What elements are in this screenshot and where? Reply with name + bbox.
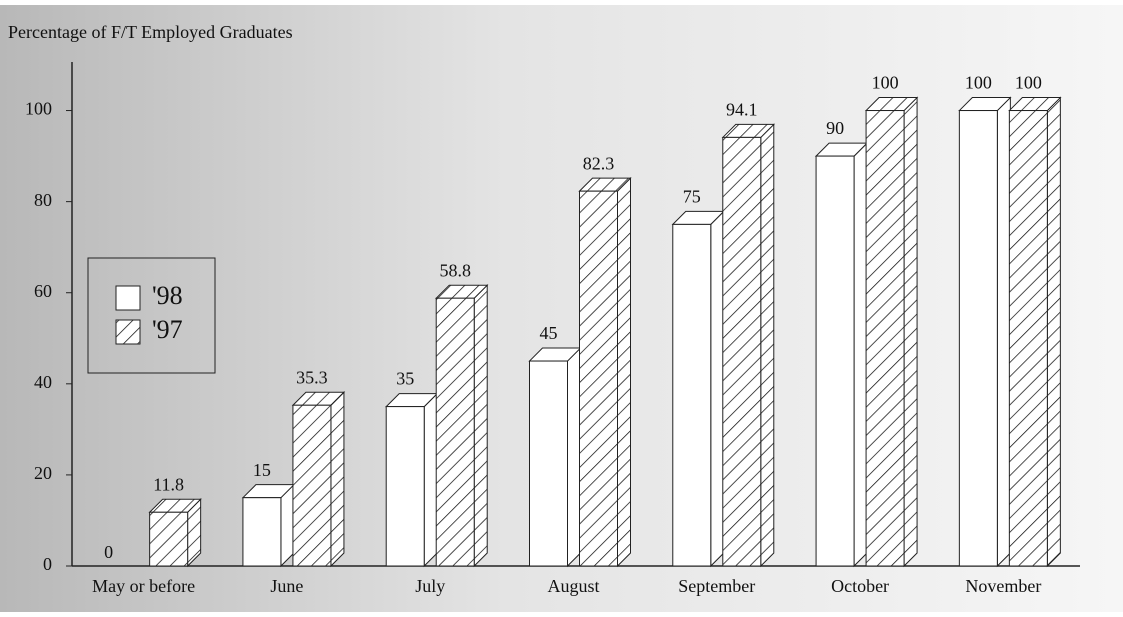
bar — [435, 283, 489, 568]
bar — [671, 210, 725, 568]
legend-swatch — [115, 285, 141, 311]
x-tick-label: September — [678, 576, 755, 596]
bar-front — [385, 406, 425, 567]
bar-front — [672, 223, 712, 567]
x-tick-label: June — [270, 576, 303, 596]
value-label: 58.8 — [439, 260, 471, 280]
x-tick-label: May or before — [92, 576, 195, 596]
y-tick-label: 20 — [34, 463, 52, 483]
bar-side — [996, 96, 1011, 568]
bar-side — [280, 483, 295, 568]
value-label: 35.3 — [296, 367, 328, 387]
bar — [814, 141, 869, 568]
bar — [721, 123, 775, 568]
x-tick-label: August — [547, 576, 599, 596]
bar-side — [567, 346, 581, 568]
bar-front — [292, 404, 332, 567]
bar-front — [529, 360, 568, 567]
bar-side — [330, 391, 345, 568]
legend-swatch — [115, 319, 141, 345]
value-label: 15 — [253, 460, 271, 480]
bar — [241, 483, 296, 568]
bar-front — [722, 136, 762, 567]
bar-side — [710, 210, 725, 568]
bar-front — [1008, 110, 1048, 567]
value-label: 75 — [683, 187, 701, 207]
bar-side — [617, 176, 631, 568]
bar-front — [435, 297, 475, 567]
x-tick-label: November — [965, 576, 1041, 596]
bar-side — [903, 96, 918, 568]
bar-side — [423, 392, 438, 568]
y-tick-label: 60 — [34, 281, 52, 301]
x-tick-label: July — [415, 576, 445, 596]
y-tick-label: 100 — [25, 99, 52, 119]
bar-front — [958, 110, 998, 567]
bar-front — [865, 110, 905, 567]
value-label: 11.8 — [153, 474, 184, 494]
value-label: 35 — [396, 369, 414, 389]
bar — [528, 346, 582, 568]
bar-side — [760, 123, 775, 568]
x-tick-label: October — [831, 576, 889, 596]
value-label: 45 — [540, 323, 558, 343]
bar — [864, 96, 919, 568]
legend-label: '97 — [152, 315, 183, 344]
y-tick-label: 40 — [34, 372, 52, 392]
value-label: 82.3 — [583, 153, 615, 173]
bar — [385, 392, 439, 568]
value-label: 94.1 — [726, 100, 758, 120]
chart-title: Percentage of F/T Employed Graduates — [8, 22, 293, 42]
y-tick-label: 80 — [34, 190, 52, 210]
value-label: 0 — [104, 542, 113, 562]
bar-front — [579, 190, 618, 567]
legend-label: '98 — [152, 281, 183, 310]
bar-front — [242, 497, 282, 567]
bar — [578, 176, 632, 568]
legend-box — [87, 257, 216, 374]
value-label: 100 — [965, 73, 992, 93]
bar-side — [853, 141, 868, 568]
value-label: 100 — [1015, 73, 1042, 93]
bar-side — [473, 283, 488, 568]
bar — [958, 96, 1012, 568]
value-label: 100 — [872, 73, 899, 93]
bar-front — [815, 155, 855, 567]
y-tick-label: 0 — [43, 554, 52, 574]
bar — [1008, 96, 1062, 568]
bar — [291, 391, 346, 568]
value-label: 90 — [826, 118, 844, 138]
bar — [148, 498, 202, 568]
bar-side — [1046, 96, 1061, 568]
bar-front — [149, 511, 189, 567]
